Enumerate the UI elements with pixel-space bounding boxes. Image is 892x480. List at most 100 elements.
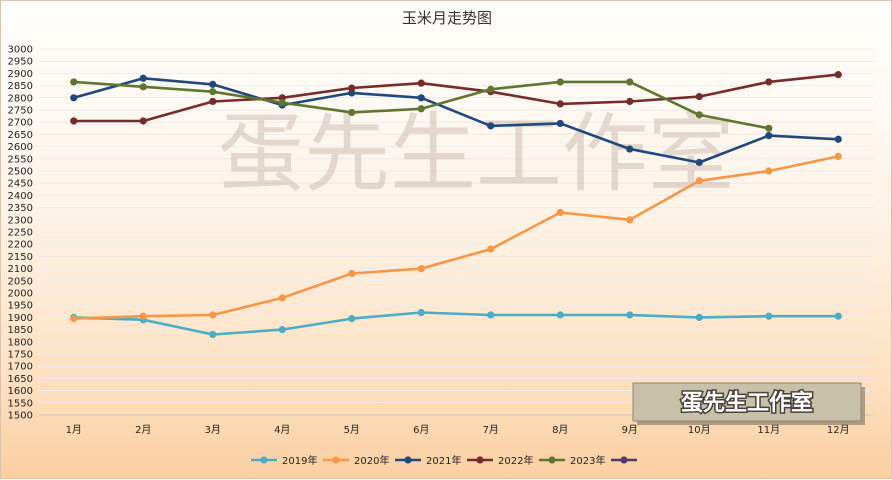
y-tick-label: 2700 bbox=[8, 118, 33, 129]
legend-item[interactable]: 2021年 bbox=[395, 454, 461, 467]
x-tick-label: 9月 bbox=[622, 424, 638, 436]
data-point bbox=[834, 135, 842, 143]
data-series bbox=[70, 71, 842, 339]
chart-title: 玉米月走势图 bbox=[402, 9, 492, 27]
data-point bbox=[626, 97, 634, 106]
data-point bbox=[556, 311, 564, 319]
data-point bbox=[209, 80, 217, 88]
data-point bbox=[139, 312, 147, 320]
data-point bbox=[70, 117, 78, 125]
y-tick-label: 2850 bbox=[8, 81, 33, 92]
watermark-badge-text: 蛋先生工作室 bbox=[681, 390, 813, 416]
legend-label: 2021年 bbox=[426, 454, 461, 467]
data-point bbox=[765, 132, 773, 140]
y-tick-label: 1950 bbox=[8, 301, 33, 312]
data-point bbox=[765, 312, 773, 320]
y-tick-label: 1750 bbox=[8, 350, 33, 361]
legend-marker bbox=[548, 456, 556, 464]
data-point bbox=[139, 83, 147, 91]
series-line bbox=[72, 73, 840, 123]
legend-label: 2023年 bbox=[570, 454, 605, 467]
data-point bbox=[139, 117, 147, 125]
gridlines bbox=[39, 48, 873, 416]
y-tick-label: 2400 bbox=[8, 191, 33, 202]
x-tick-label: 7月 bbox=[483, 424, 499, 436]
data-point bbox=[626, 145, 634, 153]
data-point bbox=[70, 315, 78, 323]
data-point bbox=[417, 105, 425, 113]
y-tick-label: 1850 bbox=[8, 325, 33, 336]
data-point bbox=[348, 108, 356, 117]
y-tick-label: 1500 bbox=[8, 411, 33, 422]
series-group bbox=[70, 308, 842, 339]
series-line bbox=[72, 77, 840, 164]
x-tick-label: 6月 bbox=[413, 424, 429, 436]
data-point bbox=[278, 99, 286, 107]
data-point bbox=[139, 74, 147, 82]
data-point bbox=[556, 78, 564, 86]
series-group bbox=[70, 152, 842, 323]
data-point bbox=[487, 122, 495, 130]
data-point bbox=[348, 315, 356, 323]
data-point bbox=[417, 265, 425, 273]
y-tick-label: 2650 bbox=[8, 130, 33, 141]
y-tick-label: 1600 bbox=[8, 386, 33, 397]
series-line bbox=[72, 155, 840, 320]
data-point bbox=[695, 177, 703, 185]
data-point bbox=[417, 94, 425, 102]
y-tick-label: 2200 bbox=[8, 240, 33, 251]
legend-marker bbox=[476, 456, 484, 464]
data-point bbox=[556, 100, 564, 108]
y-tick-label: 2500 bbox=[8, 167, 33, 178]
y-tick-label: 2750 bbox=[8, 106, 33, 117]
legend-item[interactable]: 2022年 bbox=[467, 454, 533, 467]
y-tick-label: 2900 bbox=[8, 69, 33, 80]
y-tick-label: 1700 bbox=[8, 362, 33, 373]
x-tick-label: 12月 bbox=[827, 424, 850, 436]
y-tick-label: 3000 bbox=[8, 45, 33, 56]
data-point bbox=[209, 330, 217, 339]
legend-item[interactable] bbox=[611, 456, 637, 464]
data-point bbox=[278, 294, 286, 302]
x-tick-label: 3月 bbox=[205, 424, 221, 436]
y-tick-label: 2450 bbox=[8, 179, 33, 190]
y-tick-label: 2950 bbox=[8, 57, 33, 68]
legend-label: 2022年 bbox=[498, 454, 533, 467]
y-tick-label: 1900 bbox=[8, 313, 33, 324]
legend-marker bbox=[404, 456, 412, 464]
y-tick-label: 2800 bbox=[8, 93, 33, 104]
legend-marker bbox=[332, 456, 340, 464]
data-point bbox=[834, 152, 842, 160]
legend[interactable]: 2019年 2020年 2021年 2022年 2023年 bbox=[251, 454, 637, 467]
legend-label: 2020年 bbox=[354, 454, 389, 467]
data-point bbox=[487, 85, 495, 93]
data-point bbox=[834, 312, 842, 320]
data-point bbox=[626, 311, 634, 319]
data-point bbox=[765, 124, 773, 132]
y-tick-label: 1800 bbox=[8, 337, 33, 348]
y-tick-label: 1650 bbox=[8, 374, 33, 385]
legend-label: 2019年 bbox=[282, 454, 317, 467]
series-group bbox=[70, 78, 773, 132]
legend-item[interactable]: 2020年 bbox=[323, 454, 389, 467]
y-tick-label: 2050 bbox=[8, 276, 33, 287]
data-point bbox=[348, 269, 356, 278]
y-tick-label: 2350 bbox=[8, 203, 33, 214]
data-point bbox=[695, 92, 703, 101]
data-point bbox=[487, 311, 495, 319]
data-point bbox=[765, 78, 773, 86]
data-point bbox=[487, 245, 495, 253]
y-tick-label: 2550 bbox=[8, 154, 33, 165]
legend-marker bbox=[260, 456, 268, 464]
data-point bbox=[695, 313, 703, 321]
x-axis-tick-labels: 1月 2月 3月 4月 5月 6月 7月 8月 9月 10月 11月 12月 bbox=[66, 424, 850, 436]
y-tick-label: 2150 bbox=[8, 252, 33, 263]
legend-item[interactable]: 2023年 bbox=[539, 454, 605, 467]
y-tick-label: 2250 bbox=[8, 228, 33, 239]
legend-marker bbox=[620, 456, 628, 464]
data-point bbox=[417, 79, 425, 87]
legend-item[interactable]: 2019年 bbox=[251, 454, 317, 467]
x-tick-label: 10月 bbox=[688, 424, 711, 436]
